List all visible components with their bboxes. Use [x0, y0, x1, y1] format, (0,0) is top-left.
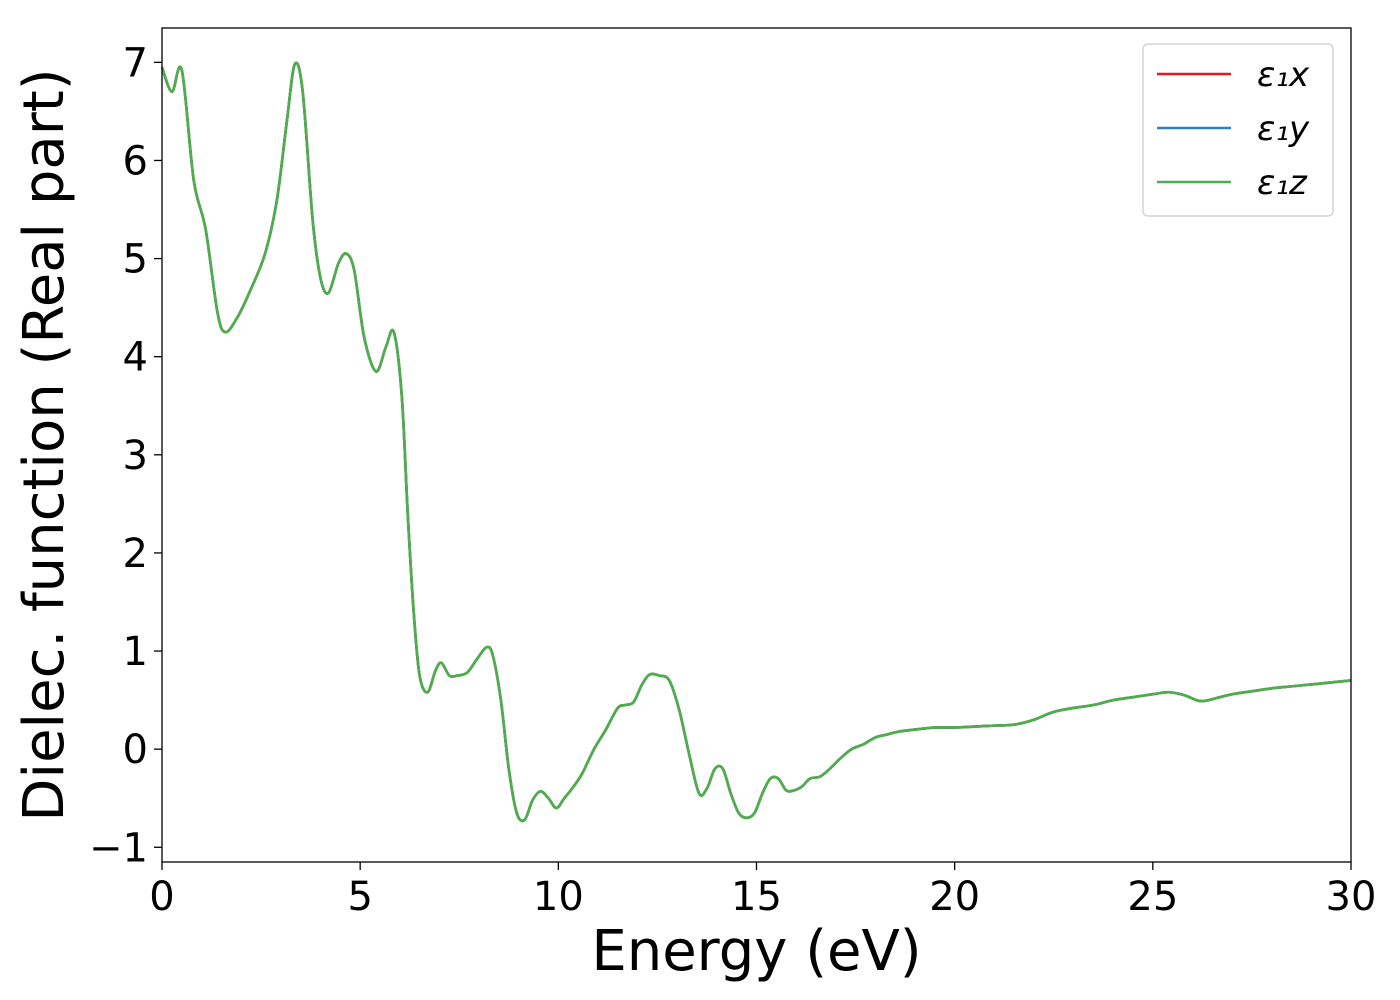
legend-label-2: ε₁y	[1257, 109, 1310, 149]
x-axis-ticks: 0 5 10 15 20 25 30	[149, 862, 1376, 920]
legend-label-1: ε₁x	[1257, 55, 1310, 95]
y-tick-label: 6	[123, 138, 148, 184]
x-tick-label: 0	[149, 874, 174, 920]
series-line-3	[160, 61, 1352, 823]
legend-label-3: ε₁z	[1257, 163, 1308, 203]
x-tick-label: 25	[1127, 874, 1178, 920]
legend: ε₁x ε₁y ε₁z	[1142, 43, 1334, 217]
x-tick-label: 10	[533, 874, 584, 920]
x-tick-label: 15	[731, 874, 782, 920]
y-tick-label: 4	[123, 335, 148, 381]
y-axis-label: Dielec. function (Real part)	[12, 68, 77, 821]
y-tick-label: 2	[123, 531, 148, 577]
y-tick-label: 1	[123, 629, 148, 675]
y-tick-label: 5	[123, 237, 148, 283]
legend-box	[1142, 43, 1334, 217]
y-tick-label: 0	[123, 727, 148, 773]
y-tick-label: 7	[123, 40, 148, 86]
x-tick-label: 20	[929, 874, 980, 920]
y-axis-ticks: −1 0 1 2 3 4 5 6 7	[89, 40, 162, 871]
x-tick-label: 30	[1326, 874, 1377, 920]
y-tick-label: 3	[123, 433, 148, 479]
y-tick-label: −1	[89, 825, 148, 871]
x-tick-label: 5	[347, 874, 372, 920]
x-axis-label: Energy (eV)	[591, 919, 921, 984]
series-layer	[160, 61, 1352, 823]
